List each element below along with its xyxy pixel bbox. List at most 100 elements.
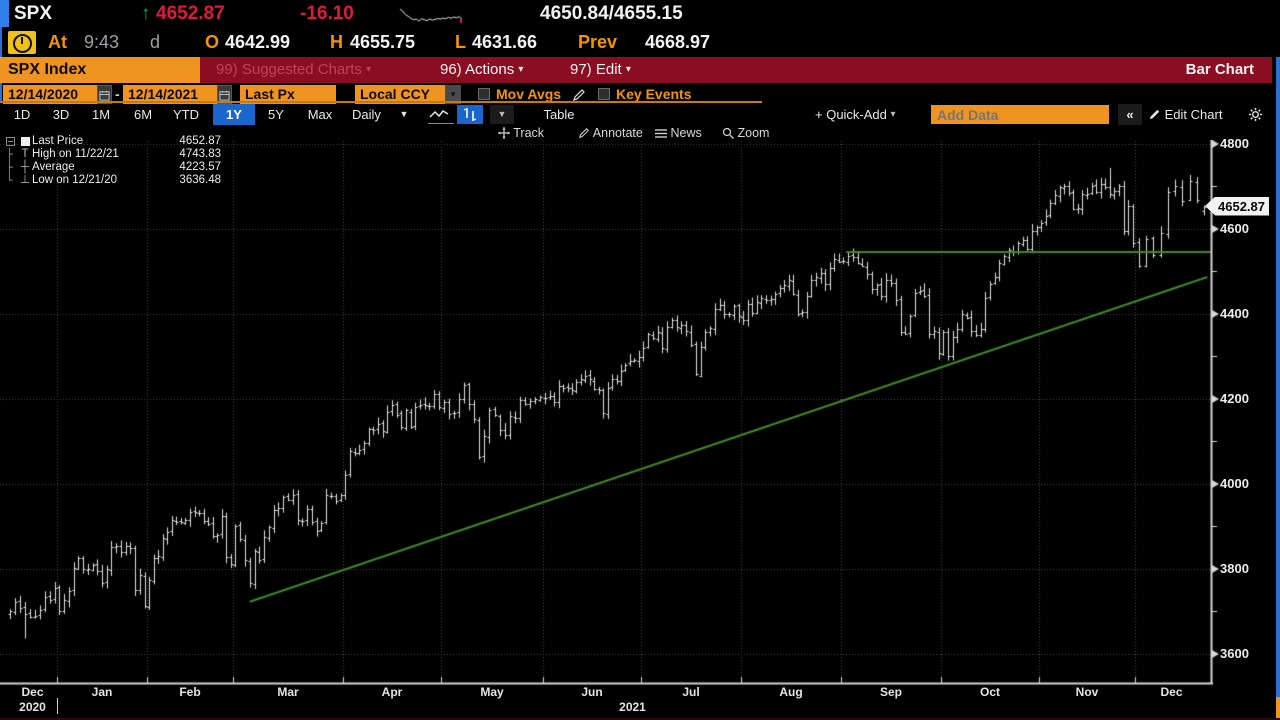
x-axis-month-label: Oct bbox=[979, 685, 1000, 699]
security-title-box[interactable]: SPX Index bbox=[0, 57, 200, 83]
legend-expander-icon[interactable] bbox=[6, 137, 15, 146]
up-arrow-icon: ↑ bbox=[141, 3, 151, 24]
legend-row-high: ├ T High on 11/22/21 4743.83 bbox=[6, 148, 221, 161]
legend-row-average: ├ ┼ Average 4223.57 bbox=[6, 161, 221, 174]
x-axis-month-label: Mar bbox=[277, 685, 299, 699]
settings-gear-icon[interactable] bbox=[1248, 105, 1268, 124]
legend-row-last-price[interactable]: Last Price 4652.87 bbox=[6, 135, 221, 148]
y-axis-tick-label: 3600 bbox=[1220, 645, 1249, 661]
x-axis-month-label: Dec bbox=[21, 685, 44, 699]
y-axis-tick-label: 4800 bbox=[1220, 135, 1249, 151]
calendar-icon[interactable] bbox=[217, 85, 232, 104]
range-tab-max[interactable]: Max bbox=[307, 107, 333, 122]
open-label: O bbox=[205, 32, 220, 52]
x-axis-month-label: Jun bbox=[581, 685, 603, 699]
zoom-button[interactable]: Zoom bbox=[722, 125, 769, 142]
range-tab-3d[interactable]: 3D bbox=[52, 107, 70, 122]
high-marker-icon: T bbox=[21, 148, 29, 160]
currency-select[interactable]: Local CCY bbox=[355, 85, 445, 104]
price-chart-canvas[interactable] bbox=[0, 140, 1232, 690]
collapse-toolbar-button[interactable]: « bbox=[1118, 104, 1142, 125]
y-axis-tick-label: 4200 bbox=[1220, 390, 1249, 406]
year-divider bbox=[57, 698, 58, 714]
low-value: 4631.66 bbox=[472, 32, 538, 52]
line-chart-icon[interactable] bbox=[428, 105, 454, 124]
chart-subtoolbar: Track Annotate News Zoom bbox=[0, 125, 1280, 142]
controls-underline bbox=[0, 101, 762, 103]
edit-chart-button[interactable]: Edit Chart bbox=[1148, 104, 1244, 125]
last-price: 4652.87 bbox=[156, 3, 225, 24]
table-button[interactable]: Table bbox=[543, 107, 575, 122]
x-axis-month-label: Jul bbox=[682, 685, 700, 699]
bar-chart-type-icon[interactable] bbox=[457, 105, 483, 124]
menu-edit[interactable]: 97) Edit ▾ bbox=[570, 61, 631, 78]
key-events-checkbox[interactable] bbox=[598, 88, 610, 100]
add-data-input[interactable] bbox=[931, 105, 1109, 124]
x-axis-year-label: 2020 bbox=[19, 700, 46, 714]
date-from-input[interactable]: 12/14/2020 bbox=[3, 85, 97, 104]
average-marker-icon: ┼ bbox=[20, 161, 30, 173]
bid-ask: 4650.84/4655.15 bbox=[540, 3, 683, 24]
x-axis-month-label: Apr bbox=[381, 685, 403, 699]
y-axis-tick-label: 4000 bbox=[1220, 475, 1249, 491]
function-name: Bar Chart bbox=[1185, 61, 1254, 78]
mov-avgs-checkbox[interactable] bbox=[478, 88, 490, 100]
x-axis-month-label: Nov bbox=[1075, 685, 1099, 699]
range-tab-ytd[interactable]: YTD bbox=[173, 107, 199, 122]
chart-toolbar: 1D 3D 1M 6M YTD 1Y 5Y Max Daily ▼ ▼ Tabl… bbox=[0, 104, 1280, 125]
last-price-swatch bbox=[20, 137, 30, 146]
range-tab-1y[interactable]: 1Y bbox=[213, 104, 255, 125]
calendar-icon[interactable] bbox=[97, 85, 112, 104]
y-axis-tick-label: 4400 bbox=[1220, 305, 1249, 321]
prev-value: 4668.97 bbox=[645, 32, 711, 52]
period-dropdown-caret: ▼ bbox=[399, 109, 409, 119]
intraday-sparkline bbox=[398, 6, 464, 24]
delayed-quote-clock-icon bbox=[8, 31, 36, 54]
open-value: 4642.99 bbox=[225, 32, 291, 52]
right-scroll-strip-bottom bbox=[1276, 697, 1280, 720]
security-header: SPX ↑ 4652.87 -16.10 4650.84/4655.15 bbox=[0, 0, 1272, 28]
panel-indicator bbox=[0, 0, 9, 27]
news-button[interactable]: News bbox=[655, 126, 702, 140]
price-field-select[interactable]: Last Px bbox=[240, 85, 336, 104]
x-axis-month-label: Aug bbox=[779, 685, 803, 699]
price-change: -16.10 bbox=[300, 3, 354, 24]
menu-bar: 99) Suggested Charts ▾ 96) Actions ▾ 97)… bbox=[200, 57, 1272, 83]
session-flag: d bbox=[150, 32, 161, 52]
range-tab-1d[interactable]: 1D bbox=[13, 107, 31, 122]
date-to-input[interactable]: 12/14/2021 bbox=[123, 85, 217, 104]
right-scroll-strip[interactable] bbox=[1276, 57, 1280, 697]
x-axis-year-label: 2021 bbox=[619, 700, 646, 714]
currency-dropdown-button[interactable]: ▾ bbox=[445, 85, 461, 104]
chart-legend: Last Price 4652.87 ├ T High on 11/22/21 … bbox=[6, 135, 221, 187]
menu-suggested-charts[interactable]: 99) Suggested Charts ▾ bbox=[216, 61, 372, 78]
x-axis-month-label: Dec bbox=[1160, 685, 1183, 699]
period-select[interactable]: Daily bbox=[352, 107, 381, 122]
bottom-edge-strip bbox=[0, 718, 1280, 720]
track-button[interactable]: Track bbox=[498, 125, 544, 142]
range-tab-1m[interactable]: 1M bbox=[91, 107, 111, 122]
mov-avgs-pencil-icon[interactable] bbox=[572, 87, 586, 105]
low-marker-icon: ⊥ bbox=[19, 174, 31, 186]
low-label: L bbox=[455, 32, 466, 52]
annotate-button[interactable]: Annotate bbox=[578, 125, 643, 142]
chart-type-dropdown[interactable]: ▼ bbox=[490, 105, 514, 124]
range-tab-6m[interactable]: 6M bbox=[133, 107, 153, 122]
mov-avgs-label: Mov Avgs bbox=[496, 86, 562, 102]
y-axis-tick-label: 4600 bbox=[1220, 220, 1249, 236]
y-axis-tick-label: 3800 bbox=[1220, 560, 1249, 576]
prev-label: Prev bbox=[578, 32, 618, 52]
quote-time: 9:43 bbox=[84, 32, 120, 52]
last-price-axis-badge: 4652.87 bbox=[1205, 196, 1269, 216]
ticker-symbol: SPX bbox=[14, 3, 53, 24]
x-axis-month-label: May bbox=[480, 685, 504, 699]
high-label: H bbox=[330, 32, 343, 52]
menu-actions[interactable]: 96) Actions ▾ bbox=[440, 61, 524, 78]
x-axis-month-label: Feb bbox=[179, 685, 201, 699]
range-tab-5y[interactable]: 5Y bbox=[268, 107, 284, 122]
ohlc-header: At 9:43 d O 4642.99 H 4655.75 L 4631.66 … bbox=[0, 28, 1272, 56]
at-label: At bbox=[48, 32, 67, 52]
quick-add-button[interactable]: + Quick-Add ▾ bbox=[815, 107, 896, 122]
date-range-separator: - bbox=[115, 86, 120, 102]
